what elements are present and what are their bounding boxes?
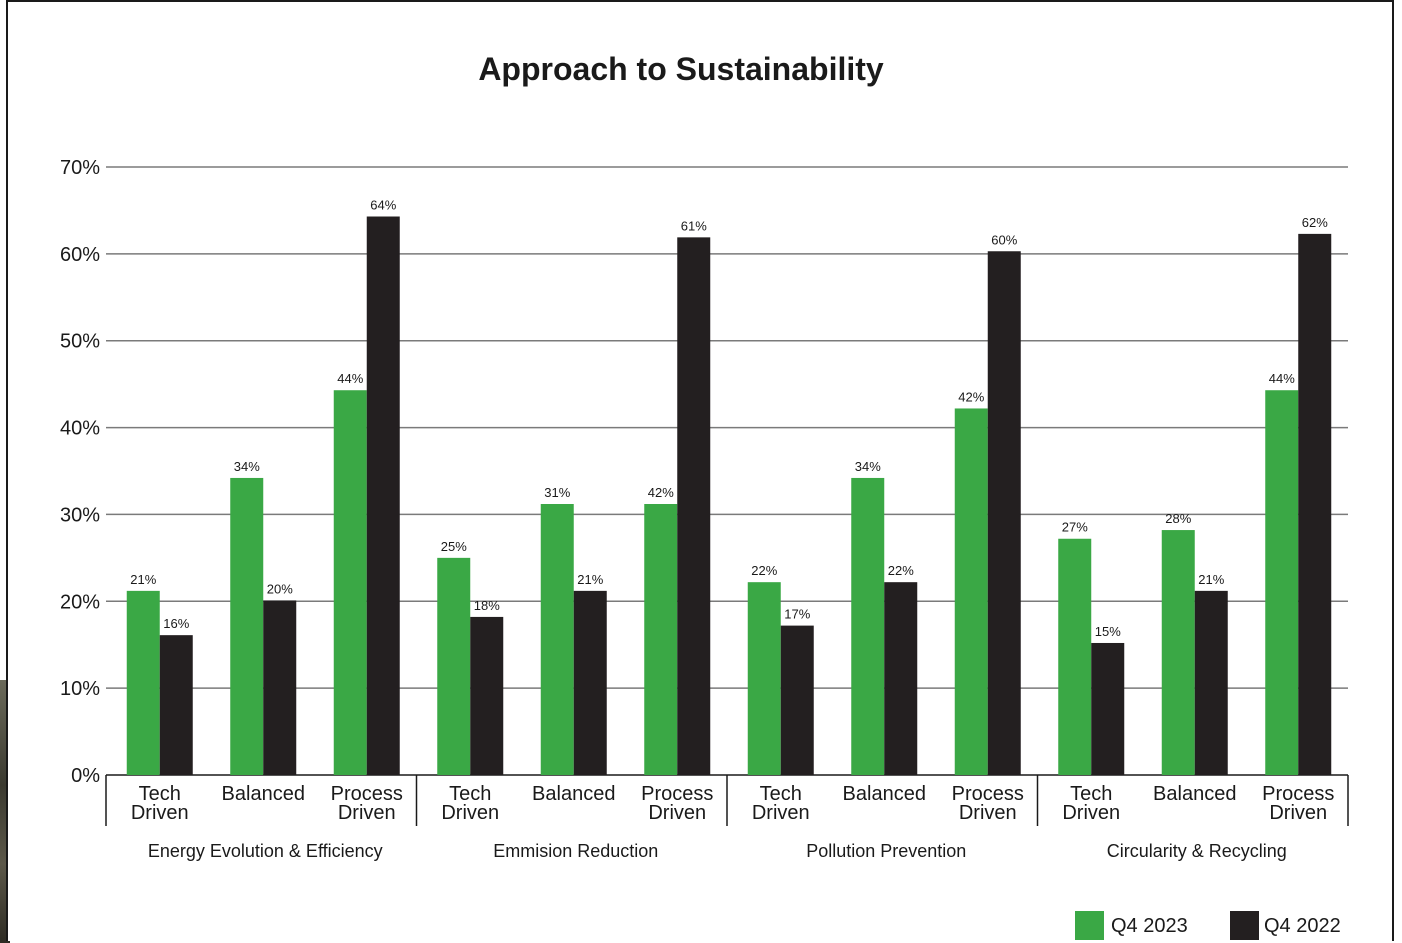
y-tick-label: 20% <box>60 591 100 613</box>
legend: Q4 2023 Q4 2022 <box>1075 911 1341 940</box>
x-category-label: Process <box>952 783 1024 805</box>
data-label: 42% <box>648 485 674 500</box>
data-label: 42% <box>958 389 984 404</box>
y-tick-label: 10% <box>60 678 100 700</box>
bar-q4-2022 <box>263 600 297 775</box>
data-label: 44% <box>1269 371 1295 386</box>
bar-q4-2023 <box>1058 538 1092 775</box>
bar-q4-2022 <box>366 216 400 776</box>
x-category-label: Driven <box>338 802 396 824</box>
bars <box>126 216 1332 776</box>
data-label: 31% <box>544 485 570 500</box>
x-category-label: Driven <box>131 802 189 824</box>
data-label: 21% <box>1198 572 1224 587</box>
x-category-label: Driven <box>1062 802 1120 824</box>
data-label: 18% <box>474 598 500 613</box>
bar-q4-2023 <box>1265 390 1299 775</box>
bar-q4-2023 <box>644 504 678 775</box>
bar-q4-2022 <box>470 616 504 775</box>
x-group-label: Pollution Prevention <box>806 841 966 861</box>
data-label: 22% <box>888 563 914 578</box>
chart-title: Approach to Sustainability <box>478 51 884 87</box>
y-tick-label: 50% <box>60 331 100 353</box>
x-category-label: Driven <box>752 802 810 824</box>
x-category-label: Process <box>331 783 403 805</box>
legend-swatch-q4-2022 <box>1230 911 1259 940</box>
x-category-label: Driven <box>959 802 1017 824</box>
bar-q4-2022 <box>1194 590 1228 775</box>
data-label: 34% <box>855 459 881 474</box>
x-category-label: Balanced <box>532 783 615 805</box>
data-label: 34% <box>234 459 260 474</box>
bar-q4-2022 <box>884 582 918 775</box>
data-labels: 21% 16% 34% 20% 44% 64% 25% 18% 31% 21% 42% 61% 22% 1… <box>130 198 1328 639</box>
data-label: 22% <box>751 563 777 578</box>
x-group-label: Energy Evolution & Efficiency <box>148 841 383 861</box>
gridlines <box>106 166 1348 776</box>
data-label: 28% <box>1165 511 1191 526</box>
x-group-label: Circularity & Recycling <box>1107 841 1287 861</box>
x-category-label: Balanced <box>843 783 926 805</box>
bar-q4-2023 <box>437 557 471 775</box>
legend-swatch-q4-2023 <box>1075 911 1104 940</box>
data-label: 21% <box>130 572 156 587</box>
data-label: 20% <box>267 581 293 596</box>
y-tick-label: 40% <box>60 418 100 440</box>
data-label: 27% <box>1062 520 1088 535</box>
data-label: 15% <box>1095 624 1121 639</box>
data-label: 60% <box>991 232 1017 247</box>
y-tick-label: 60% <box>60 244 100 266</box>
x-category-label: Driven <box>441 802 499 824</box>
y-tick-label: 0% <box>71 765 100 787</box>
x-category-label: Tech <box>760 783 802 805</box>
y-axis-ticks: 0% 10% 20% 30% 40% 50% 60% 70% <box>60 157 100 787</box>
x-category-label: Tech <box>1070 783 1112 805</box>
bar-q4-2023 <box>333 390 367 775</box>
legend-label: Q4 2022 <box>1264 915 1341 937</box>
bar-q4-2023 <box>954 408 988 775</box>
data-label: 21% <box>577 572 603 587</box>
bar-q4-2022 <box>1091 642 1125 775</box>
data-label: 17% <box>784 607 810 622</box>
bar-q4-2022 <box>677 237 711 776</box>
background-photo-edge <box>0 680 10 943</box>
bar-q4-2023 <box>747 582 781 775</box>
y-tick-label: 30% <box>60 504 100 526</box>
y-tick-label: 70% <box>60 157 100 179</box>
x-category-label: Driven <box>1269 802 1327 824</box>
data-label: 61% <box>681 218 707 233</box>
data-label: 16% <box>163 616 189 631</box>
x-category-label: Process <box>1262 783 1334 805</box>
bar-q4-2022 <box>159 635 193 775</box>
data-label: 64% <box>370 198 396 213</box>
bar-q4-2023 <box>230 477 264 775</box>
x-category-label: Tech <box>139 783 181 805</box>
data-label: 62% <box>1302 215 1328 230</box>
x-category-label: Driven <box>648 802 706 824</box>
x-group-label: Emmision Reduction <box>493 841 658 861</box>
bar-q4-2023 <box>540 504 574 775</box>
bar-q4-2022 <box>987 251 1021 775</box>
bar-q4-2023 <box>1161 530 1195 775</box>
x-category-label: Tech <box>449 783 491 805</box>
bar-q4-2022 <box>1298 233 1332 775</box>
bar-q4-2023 <box>126 590 160 775</box>
x-category-label: Balanced <box>1153 783 1236 805</box>
data-label: 44% <box>337 371 363 386</box>
bar-q4-2023 <box>851 477 885 775</box>
x-category-label: Process <box>641 783 713 805</box>
bar-q4-2022 <box>573 590 607 775</box>
legend-label: Q4 2023 <box>1111 915 1188 937</box>
data-label: 25% <box>441 539 467 554</box>
x-category-label: Balanced <box>222 783 305 805</box>
bar-q4-2022 <box>780 625 814 775</box>
